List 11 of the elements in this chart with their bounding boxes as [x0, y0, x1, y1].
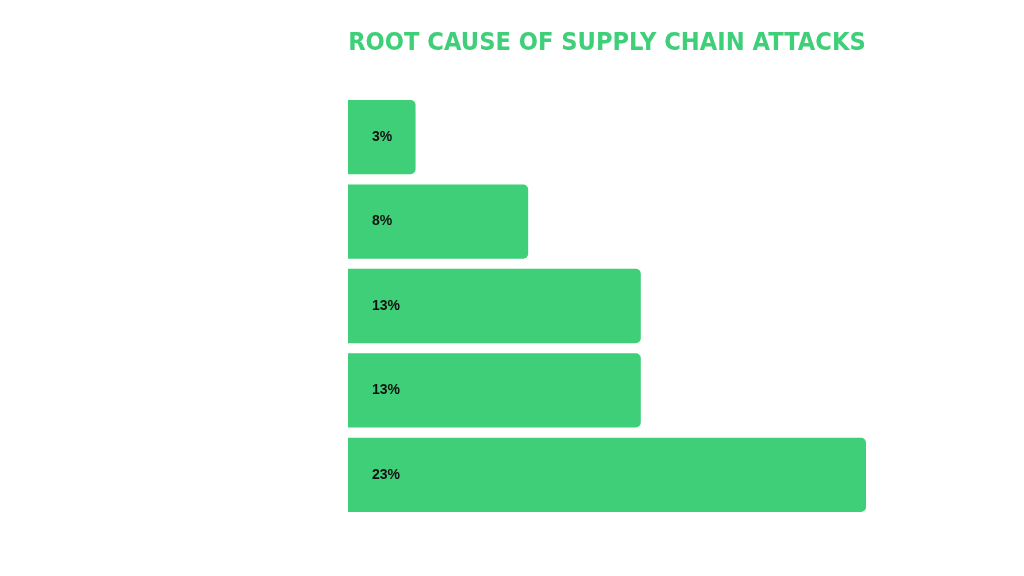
bar [348, 268, 641, 344]
bar [348, 437, 866, 512]
data-label: 23% [372, 465, 401, 482]
bar [348, 184, 529, 259]
data-label: 13% [372, 381, 401, 398]
data-label: 8% [372, 212, 393, 229]
data-label: 13% [372, 296, 401, 313]
bar [348, 100, 416, 175]
chart-title: ROOT CAUSE OF SUPPLY CHAIN ATTACKS [348, 26, 866, 56]
bar [348, 353, 641, 428]
data-label: 3% [372, 128, 393, 145]
